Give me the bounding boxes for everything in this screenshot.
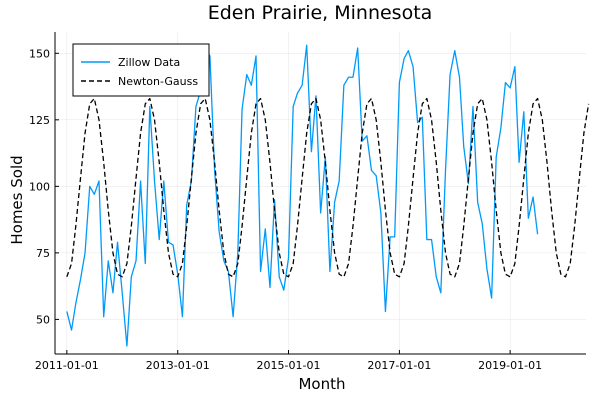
legend-box [72, 43, 210, 97]
x-tick-label: 2019-01-01 [478, 359, 542, 372]
y-tick-label: 75 [36, 247, 50, 260]
y-axis-label: Homes Sold [8, 155, 26, 244]
x-axis-ticks: 2011-01-01 2013-01-01 2015-01-01 2017-01-01… [35, 350, 542, 372]
x-tick-label: 2011-01-01 [35, 359, 99, 372]
x-axis-label: Month [298, 375, 345, 393]
x-tick-label: 2013-01-01 [146, 359, 210, 372]
series-lines [66, 44, 590, 347]
legend-entry-zillow: Zillow Data [118, 56, 180, 69]
y-tick-label: 150 [29, 47, 50, 60]
y-tick-label: 125 [29, 114, 50, 127]
series-line-zillow-data [66, 44, 539, 347]
chart-title: Eden Prairie, Minnesota [208, 2, 433, 24]
plot-frame [54, 32, 586, 355]
series-line-newton-gauss [66, 97, 590, 278]
x-tick-label: 2015-01-01 [257, 359, 321, 372]
legend-entry-newton-gauss: Newton-Gauss [118, 75, 198, 88]
x-tick-label: 2017-01-01 [367, 359, 431, 372]
legend: Zillow Data Newton-Gauss [72, 43, 210, 97]
y-tick-label: 100 [29, 180, 50, 193]
y-tick-label: 50 [36, 313, 50, 326]
y-axis-ticks: 50 75 100 125 150 [29, 47, 59, 326]
